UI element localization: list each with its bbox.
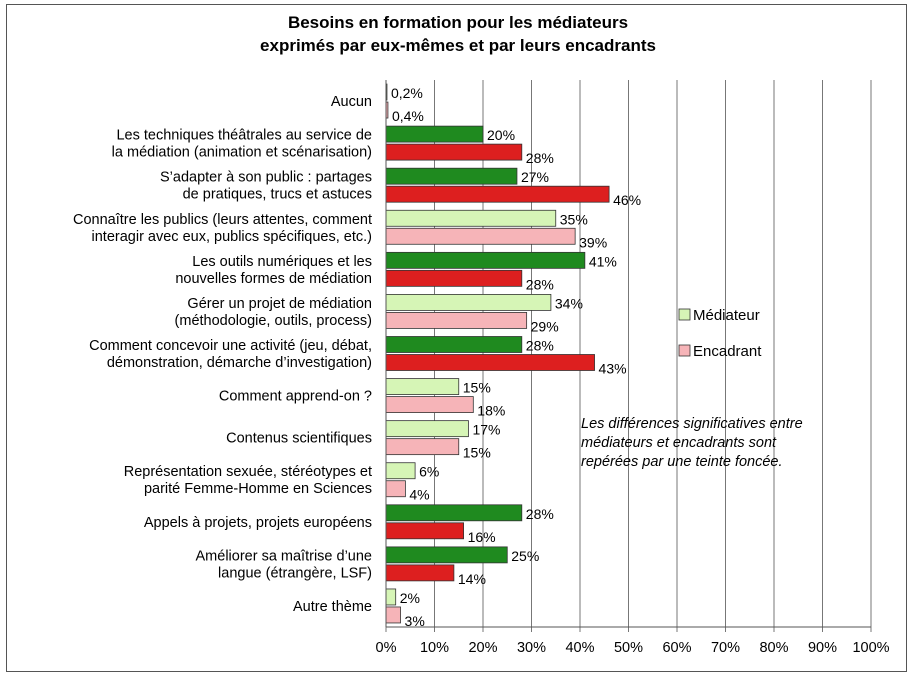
legend-swatch — [678, 344, 691, 357]
data-label: 6% — [419, 464, 439, 480]
x-tick-label: 20% — [468, 640, 497, 656]
category-label: parité Femme-Homme en Sciences — [144, 481, 372, 497]
bar-encadrant — [385, 396, 474, 413]
data-label: 34% — [555, 295, 583, 311]
bar-encadrant — [385, 354, 595, 371]
category-label: Appels à projets, projets européens — [144, 515, 372, 531]
bar-mediateur — [385, 420, 469, 438]
chart-title-line: exprimés par eux-mêmes et par leurs enca… — [260, 36, 656, 55]
annotation-text: repérées par une teinte foncée. — [581, 454, 783, 470]
category-label: Les techniques théâtrales au service de — [116, 128, 372, 144]
category-label: S’adapter à son public : partages — [160, 170, 372, 186]
chart-title-line: Besoins en formation pour les médiateurs — [288, 13, 628, 32]
bar-encadrant — [385, 185, 610, 203]
x-tick-label: 80% — [759, 640, 788, 656]
x-tick-label: 0% — [376, 640, 397, 656]
data-label: 28% — [526, 150, 554, 166]
category-label: langue (étrangère, LSF) — [218, 565, 372, 581]
x-tick-label: 50% — [614, 640, 643, 656]
category-label: Aucun — [331, 94, 372, 110]
category-label: Gérer un projet de médiation — [187, 296, 372, 312]
bar-mediateur — [385, 546, 508, 564]
data-label: 20% — [487, 127, 515, 143]
bar-mediateur — [385, 167, 518, 185]
data-label: 25% — [511, 548, 539, 564]
bar-encadrant — [385, 480, 406, 498]
bar-mediateur — [385, 378, 460, 395]
category-label: (méthodologie, outils, process) — [175, 313, 372, 329]
bar-mediateur — [385, 462, 416, 480]
bar-mediateur — [385, 336, 523, 353]
x-tick-label: 100% — [852, 640, 889, 656]
data-label: 14% — [458, 571, 486, 587]
category-label: démonstration, démarche d’investigation) — [107, 355, 372, 371]
bar-encadrant — [385, 143, 523, 161]
x-tick-label: 90% — [808, 640, 837, 656]
category-label: Comment concevoir une activité (jeu, déb… — [89, 338, 372, 354]
x-tick-label: 10% — [420, 640, 449, 656]
bar-mediateur — [385, 588, 397, 606]
bar-mediateur — [385, 209, 557, 227]
category-label: Autre thème — [293, 599, 372, 615]
data-label: 41% — [589, 253, 617, 269]
data-label: 27% — [521, 169, 549, 185]
bar-mediateur — [385, 125, 484, 143]
x-tick-label: 70% — [711, 640, 740, 656]
bar-encadrant — [385, 227, 576, 245]
data-label: 39% — [579, 234, 607, 250]
data-label: 3% — [405, 613, 425, 629]
bar-encadrant — [385, 312, 528, 329]
category-label: Représentation sexuée, stéréotypes et — [124, 464, 372, 480]
annotation-text: médiateurs et encadrants sont — [581, 435, 777, 451]
data-label: 15% — [463, 380, 491, 396]
data-label: 15% — [463, 445, 491, 461]
data-label: 4% — [409, 487, 429, 503]
bar-encadrant — [385, 269, 523, 287]
bar-mediateur — [385, 294, 552, 311]
bar-encadrant — [385, 606, 401, 624]
data-label: 28% — [526, 506, 554, 522]
data-label: 28% — [526, 276, 554, 292]
x-tick-label: 60% — [662, 640, 691, 656]
bar-mediateur — [385, 251, 586, 269]
bar-mediateur — [385, 504, 523, 522]
annotation-text: Les différences significatives entre — [581, 416, 803, 432]
data-label: 0,2% — [391, 85, 423, 101]
data-label: 2% — [400, 590, 420, 606]
data-label: 46% — [613, 192, 641, 208]
bar-encadrant — [385, 522, 464, 540]
data-label: 18% — [477, 403, 505, 419]
data-label: 17% — [472, 422, 500, 438]
category-label: Les outils numériques et les — [192, 254, 372, 270]
category-label: Contenus scientifiques — [226, 431, 372, 447]
legend-label: Médiateur — [693, 307, 760, 324]
bar-encadrant — [385, 564, 455, 582]
legend-swatch — [678, 308, 691, 321]
category-label: nouvelles formes de médiation — [175, 271, 372, 287]
data-label: 43% — [599, 361, 627, 377]
data-label: 16% — [468, 529, 496, 545]
data-label: 29% — [531, 318, 559, 334]
category-label: Connaître les publics (leurs attentes, c… — [73, 212, 372, 228]
data-label: 28% — [526, 338, 554, 354]
legend-label: Encadrant — [693, 343, 762, 360]
category-label: la médiation (animation et scénarisation… — [112, 145, 372, 161]
category-label: de pratiques, trucs et astuces — [183, 187, 372, 203]
x-tick-label: 40% — [565, 640, 594, 656]
data-label: 0,4% — [392, 108, 424, 124]
bar-encadrant — [385, 438, 460, 456]
x-tick-label: 30% — [517, 640, 546, 656]
category-label: interagir avec eux, publics spécifiques,… — [92, 229, 372, 245]
data-label: 35% — [560, 211, 588, 227]
category-label: Améliorer sa maîtrise d’une — [196, 548, 373, 564]
category-label: Comment apprend-on ? — [219, 389, 372, 405]
